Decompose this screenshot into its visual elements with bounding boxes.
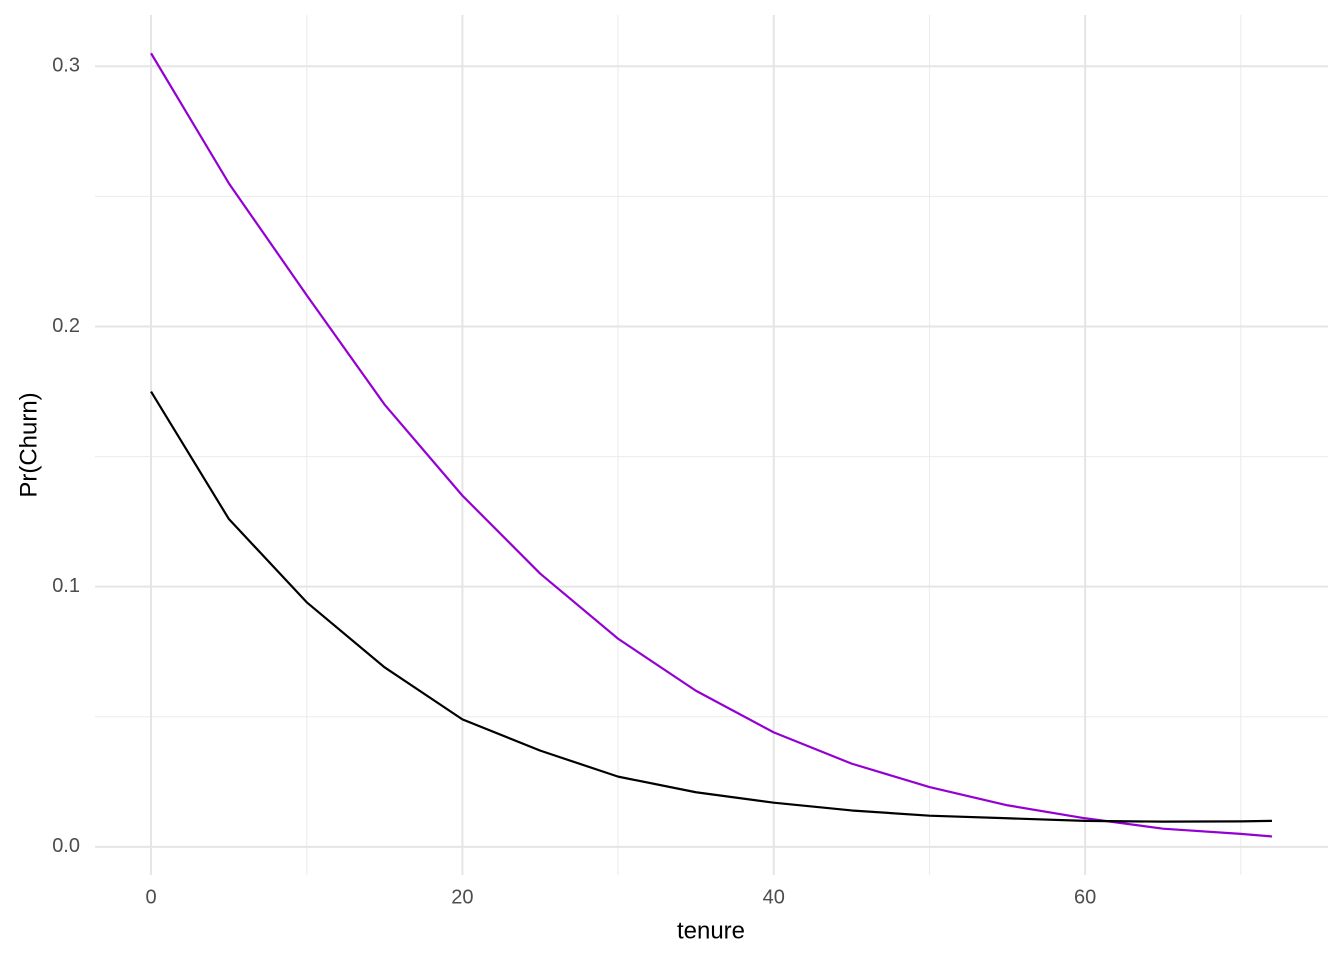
x-tick-label: 60 [1074,886,1096,908]
x-tick-label: 40 [763,886,785,908]
line-series [150,52,1273,838]
y-tick-label: 0.2 [52,315,80,337]
y-axis-title: Pr(Churn) [15,392,42,497]
y-tick-label: 0.3 [52,55,80,77]
line-series [150,390,1272,823]
x-axis-title: tenure [677,917,745,944]
y-tick-label: 0.0 [52,835,80,857]
x-tick-label: 0 [145,886,156,908]
y-tick-label: 0.1 [52,575,80,597]
x-tick-label: 20 [451,886,473,908]
